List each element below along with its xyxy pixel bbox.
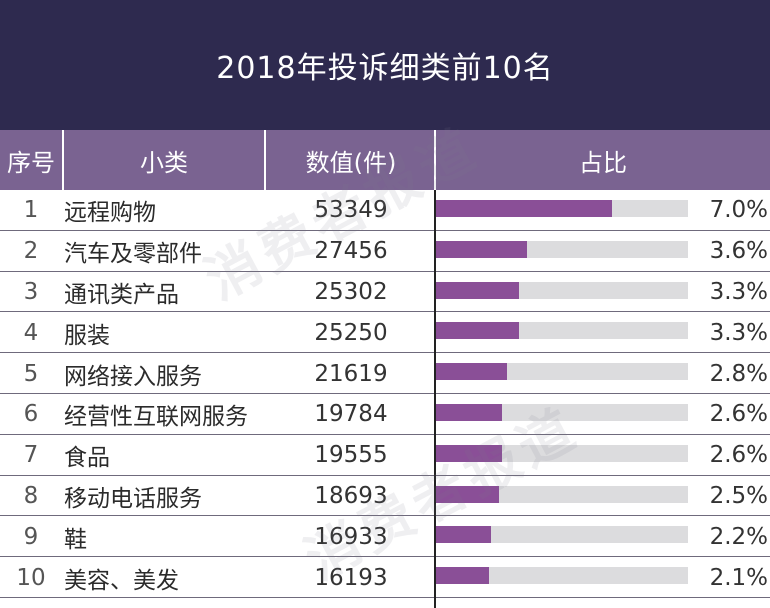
table-row: 10 美容、美发 16193 2.1% xyxy=(0,557,770,598)
bar-track xyxy=(436,567,688,585)
count-cell: 19784 xyxy=(314,401,388,428)
share-label: 2.5% xyxy=(709,482,768,509)
rank-cell: 10 xyxy=(16,564,46,591)
row-divider xyxy=(0,596,770,598)
bar-track xyxy=(436,363,688,381)
row-divider xyxy=(0,474,770,476)
category-cell: 移动电话服务 xyxy=(64,485,202,512)
category-cell: 经营性互联网服务 xyxy=(64,404,248,431)
chart-title: 2018年投诉细类前10名 xyxy=(216,51,554,86)
row-divider xyxy=(0,229,770,231)
bar-track xyxy=(436,322,688,340)
title-bar: 2018年投诉细类前10名 xyxy=(0,0,770,130)
bar xyxy=(436,444,502,462)
category-cell: 网络接入服务 xyxy=(64,363,202,390)
bar xyxy=(436,526,492,544)
share-label: 3.3% xyxy=(709,319,768,346)
table-row: 7 食品 19555 2.6% xyxy=(0,435,770,476)
share-label: 2.6% xyxy=(709,442,768,469)
share-label: 3.3% xyxy=(709,278,768,305)
header-rank: 序号 xyxy=(7,148,55,177)
table-row: 2 汽车及零部件 27456 3.6% xyxy=(0,231,770,272)
category-cell: 服装 xyxy=(64,322,110,349)
count-cell: 16933 xyxy=(314,523,388,550)
category-cell: 鞋 xyxy=(64,526,87,553)
share-label: 2.8% xyxy=(709,360,768,387)
share-label: 2.6% xyxy=(709,401,768,428)
count-cell: 53349 xyxy=(314,197,388,224)
row-divider xyxy=(0,392,770,394)
bar-track xyxy=(436,526,688,544)
share-label: 7.0% xyxy=(709,197,768,224)
bar-track xyxy=(436,281,688,299)
row-divider xyxy=(0,433,770,435)
bar xyxy=(436,200,613,217)
table-row: 5 网络接入服务 21619 2.8% xyxy=(0,353,770,394)
rank-cell: 8 xyxy=(23,482,39,509)
category-cell: 通讯类产品 xyxy=(64,281,179,308)
count-cell: 19555 xyxy=(314,442,388,469)
share-label: 2.2% xyxy=(709,523,768,550)
bar-track xyxy=(436,444,688,462)
count-cell: 16193 xyxy=(314,564,388,591)
bar-axis-line xyxy=(434,190,436,608)
category-cell: 食品 xyxy=(64,445,110,472)
share-label: 3.6% xyxy=(709,238,768,265)
header-divider xyxy=(62,130,64,190)
bar xyxy=(436,240,527,258)
table-row: 4 服装 25250 3.3% xyxy=(0,312,770,354)
rank-cell: 5 xyxy=(23,360,39,387)
rank-cell: 4 xyxy=(23,319,39,346)
table-header: 序号 小类 数值(件) 占比 xyxy=(0,130,770,190)
count-cell: 25302 xyxy=(314,278,388,305)
rank-cell: 2 xyxy=(23,238,39,265)
row-divider xyxy=(0,556,770,558)
bar xyxy=(436,404,502,421)
bar xyxy=(436,322,520,340)
row-divider xyxy=(0,515,770,517)
bar-track xyxy=(436,240,688,258)
header-divider xyxy=(264,130,266,190)
bar xyxy=(436,485,499,503)
count-cell: 27456 xyxy=(314,238,388,265)
row-divider xyxy=(0,352,770,354)
count-cell: 25250 xyxy=(314,319,388,346)
header-share: 占比 xyxy=(579,148,627,177)
category-cell: 汽车及零部件 xyxy=(64,241,202,268)
row-divider xyxy=(0,311,770,313)
rank-cell: 6 xyxy=(23,401,39,428)
bar-track xyxy=(436,200,688,217)
table-row: 1 远程购物 53349 7.0% xyxy=(0,190,770,231)
rank-cell: 1 xyxy=(23,197,39,224)
header-count: 数值(件) xyxy=(305,148,397,177)
count-cell: 18693 xyxy=(314,482,388,509)
category-cell: 美容、美发 xyxy=(64,567,179,594)
table-row: 3 通讯类产品 25302 3.3% xyxy=(0,272,770,313)
bar xyxy=(436,363,507,381)
row-divider xyxy=(0,270,770,272)
table-row: 8 移动电话服务 18693 2.5% xyxy=(0,476,770,517)
category-cell: 远程购物 xyxy=(64,200,156,227)
rank-cell: 7 xyxy=(23,442,39,469)
bar xyxy=(436,281,520,299)
bar-track xyxy=(436,485,688,503)
table-row: 9 鞋 16933 2.2% xyxy=(0,516,770,558)
count-cell: 21619 xyxy=(314,360,388,387)
table-body: 1 远程购物 53349 7.0% 2 汽车及零部件 27456 3.6% 3 通讯类产品 2530… xyxy=(0,190,770,608)
table-row: 6 经营性互联网服务 19784 2.6% xyxy=(0,394,770,435)
share-label: 2.1% xyxy=(709,564,768,591)
header-category: 小类 xyxy=(140,148,188,177)
bar-track xyxy=(436,404,688,421)
bar xyxy=(436,567,489,585)
rank-cell: 9 xyxy=(23,523,39,550)
rank-cell: 3 xyxy=(23,278,39,305)
header-divider xyxy=(434,130,436,190)
